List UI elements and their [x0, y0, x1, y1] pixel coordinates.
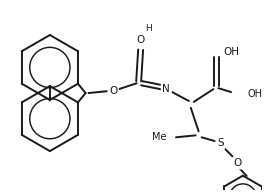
- Text: O: O: [136, 35, 145, 45]
- Text: OH: OH: [223, 47, 239, 57]
- Text: O: O: [234, 158, 242, 168]
- Text: O: O: [109, 86, 117, 96]
- Text: S: S: [217, 138, 224, 148]
- Text: N: N: [162, 84, 170, 94]
- Text: Me: Me: [152, 132, 166, 142]
- Text: H: H: [145, 24, 152, 33]
- Text: OH: OH: [248, 89, 263, 99]
